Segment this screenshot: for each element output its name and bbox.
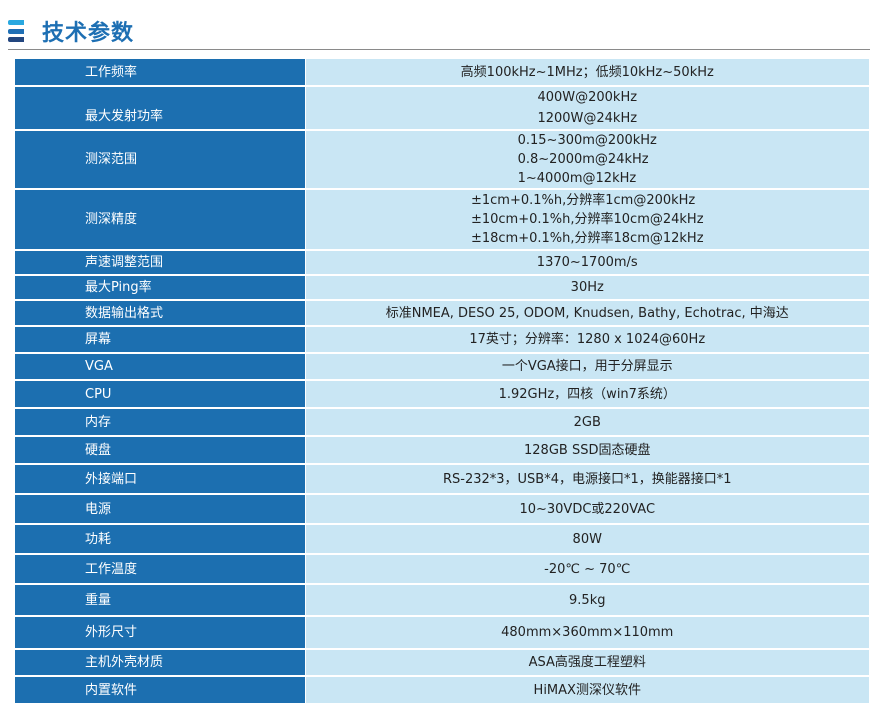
spec-value-line: ±18cm+0.1%h,分辨率18cm@12kHz [470,231,704,246]
spec-table: 工作频率 高频100kHz~1MHz；低频10kHz~50kHz 最大发射功率 400… [15,59,869,705]
spec-value-line: 128GB SSD固态硬盘 [524,442,651,458]
spec-row: 内置软件 HiMAX测深仪软件 [15,676,869,705]
spec-key: 外形尺寸 [15,616,306,650]
spec-row: 功耗 80W [15,524,869,555]
spec-value: 480mm×360mm×110mm [305,616,869,650]
spec-key: 最大发射功率 [15,86,306,131]
spec-value-line: 一个VGA接口，用于分屏显示 [501,359,673,374]
spec-row: 外形尺寸 480mm×360mm×110mm [15,616,869,650]
spec-row: 硬盘 128GB SSD固态硬盘 [15,436,869,465]
spec-row: 主机外壳材质 ASA高强度工程塑料 [15,649,869,677]
spec-value-line: ±10cm+0.1%h,分辨率10cm@24kHz [470,212,704,227]
spec-row: CPU 1.92GHz，四核（win7系统） [15,380,869,409]
spec-row: 屏幕 17英寸；分辨率：1280 x 1024@60Hz [15,326,869,354]
spec-value-line: HiMAX测深仪软件 [533,682,641,698]
spec-key: VGA [15,353,306,381]
spec-value: HiMAX测深仪软件 [305,676,869,705]
spec-key: 声速调整范围 [15,250,306,276]
spec-row: 数据输出格式 标准NMEA, DESO 25, ODOM, Knudsen, Ba… [15,300,869,327]
spec-value-line: 400W@200kHz [537,90,638,105]
spec-key: 内置软件 [15,676,306,705]
spec-value: 128GB SSD固态硬盘 [305,436,869,465]
spec-key: 测深范围 [15,130,306,190]
spec-row: 电源 10~30VDC或220VAC [15,494,869,525]
spec-value: 17英寸；分辨率：1280 x 1024@60Hz [305,326,869,354]
page-title: 技术参数 [42,21,135,46]
spec-value: 1.92GHz，四核（win7系统） [305,380,869,409]
spec-value-line: 高频100kHz~1MHz；低频10kHz~50kHz [460,64,714,80]
spec-value-line: 1.92GHz，四核（win7系统） [498,386,676,402]
spec-key: 外接端口 [15,464,306,495]
spec-key: 工作温度 [15,554,306,585]
spec-key: 测深精度 [15,189,306,251]
divider [8,49,870,50]
spec-value-line: 1~4000m@12kHz [517,171,637,186]
spec-value: 高频100kHz~1MHz；低频10kHz~50kHz [305,59,869,87]
spec-value: 2GB [305,408,869,437]
spec-value: 标准NMEA, DESO 25, ODOM, Knudsen, Bathy, E… [305,300,869,327]
spec-row: 重量 9.5kg [15,584,869,617]
spec-row: 工作频率 高频100kHz~1MHz；低频10kHz~50kHz [15,59,869,87]
spec-value-line: 2GB [573,414,601,430]
spec-value-line: 9.5kg [569,592,606,608]
spec-key: 重量 [15,584,306,617]
spec-row: 最大发射功率 400W@200kHz 1200W@24kHz [15,86,869,131]
spec-key: 电源 [15,494,306,525]
spec-row: 测深精度 ±1cm+0.1%h,分辨率1cm@200kHz ±10cm+0.1%h,… [15,189,869,251]
spec-value: 0.15~300m@200kHz 0.8~2000m@24kHz 1~4000m@1… [305,130,869,190]
spec-row: VGA 一个VGA接口，用于分屏显示 [15,353,869,381]
spec-value-line: 17英寸；分辨率：1280 x 1024@60Hz [469,332,706,347]
spec-value: -20℃ ~ 70℃ [305,554,869,585]
spec-row: 测深范围 0.15~300m@200kHz 0.8~2000m@24kHz 1~400… [15,130,869,190]
section-header: 技术参数 [8,14,134,48]
spec-value-line: 0.8~2000m@24kHz [517,152,649,167]
spec-value-line: 1200W@24kHz [537,111,638,126]
spec-value: ±1cm+0.1%h,分辨率1cm@200kHz ±10cm+0.1%h,分辨率1… [305,189,869,251]
spec-key: 工作频率 [15,59,306,87]
spec-value: 1370~1700m/s [305,250,869,276]
spec-value: 80W [305,524,869,555]
spec-value-line: 标准NMEA, DESO 25, ODOM, Knudsen, Bathy, E… [385,305,789,321]
spec-value-line: 480mm×360mm×110mm [501,625,674,640]
spec-key: 硬盘 [15,436,306,465]
spec-key: 屏幕 [15,326,306,354]
spec-value: ASA高强度工程塑料 [305,649,869,677]
spec-value-line: 30Hz [570,280,604,295]
spec-row: 声速调整范围 1370~1700m/s [15,250,869,276]
spec-value: 一个VGA接口，用于分屏显示 [305,353,869,381]
spec-value: RS-232*3，USB*4，电源接口*1，换能器接口*1 [305,464,869,495]
spec-row: 外接端口 RS-232*3，USB*4，电源接口*1，换能器接口*1 [15,464,869,495]
spec-row: 内存 2GB [15,408,869,437]
spec-row: 最大Ping率 30Hz [15,275,869,301]
spec-value-line: 0.15~300m@200kHz [517,133,657,148]
spec-key: 最大Ping率 [15,275,306,301]
spec-key: CPU [15,380,306,409]
spec-key: 内存 [15,408,306,437]
spec-value-line: 80W [572,531,602,547]
spec-row: 工作温度 -20℃ ~ 70℃ [15,554,869,585]
spec-value-line: 1370~1700m/s [536,255,638,270]
spec-key: 数据输出格式 [15,300,306,327]
spec-value-line: RS-232*3，USB*4，电源接口*1，换能器接口*1 [442,471,732,487]
spec-value: 10~30VDC或220VAC [305,494,869,525]
spec-key: 主机外壳材质 [15,649,306,677]
spec-value: 9.5kg [305,584,869,617]
spec-key: 功耗 [15,524,306,555]
spec-value-line: 10~30VDC或220VAC [519,501,656,517]
spec-value-line: -20℃ ~ 70℃ [544,561,631,577]
spec-value: 30Hz [305,275,869,301]
spec-value-line: ASA高强度工程塑料 [528,655,646,670]
spec-value: 400W@200kHz 1200W@24kHz [305,86,869,131]
logo-icon [8,20,24,42]
spec-value-line: ±1cm+0.1%h,分辨率1cm@200kHz [470,193,696,208]
